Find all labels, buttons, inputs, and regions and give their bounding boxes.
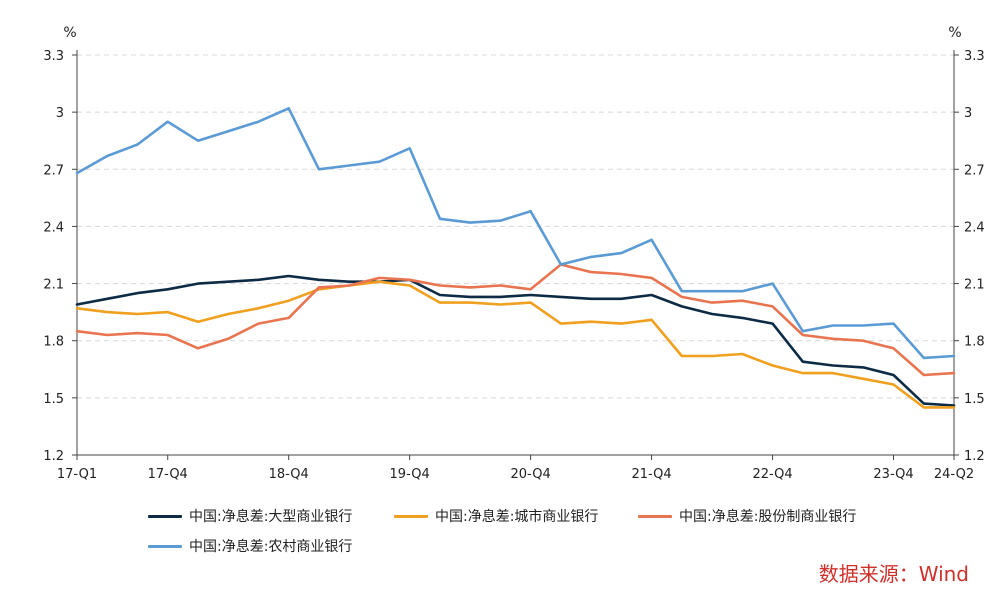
- y-tick-label-left: 3.3: [43, 49, 64, 64]
- y-tick-label-right: 1.8: [964, 335, 985, 350]
- y-tick-label-left: 1.2: [43, 449, 64, 464]
- y-axis-right-ticks: 1.2 1.5 1.8 2.1 2.4 2.7 3 3.3: [954, 49, 985, 464]
- y-tick-label-right: 2.4: [964, 220, 985, 235]
- y-tick-label-right: 2.7: [964, 163, 985, 178]
- legend-swatch: [148, 514, 182, 518]
- series-lines: [75, 107, 956, 409]
- y-tick-label-right: 1.5: [964, 392, 985, 407]
- legend-label: 中国:净息差:股份制商业银行: [679, 509, 857, 525]
- grid-lines: [77, 54, 954, 399]
- source-note: 数据来源：Wind: [818, 562, 969, 586]
- legend-label: 中国:净息差:城市商业银行: [435, 509, 599, 525]
- y-tick-label-left: 2.1: [43, 278, 64, 293]
- y-tick-label-left: 2.4: [43, 220, 64, 235]
- x-tick-label: 21-Q4: [631, 467, 671, 482]
- x-tick-label: 20-Q4: [511, 467, 551, 482]
- legend-label: 中国:净息差:农村商业银行: [189, 539, 353, 555]
- line-chart: 1.2 1.5 1.8 2.1 2.4 2.7 3 3.3 1.2 1.5 1.8 2.1 2.4 2.…: [43, 25, 985, 482]
- series-line-3: [75, 107, 956, 360]
- y-tick-label-left: 1.5: [43, 392, 64, 407]
- y-axis-left-unit: %: [63, 25, 76, 41]
- legend-item-joint-stock-banks: 中国:净息差:股份制商业银行: [638, 506, 856, 526]
- x-tick-label: 22-Q4: [752, 467, 792, 482]
- x-tick-label: 24-Q2: [934, 467, 974, 482]
- y-tick-label-left: 2.7: [43, 163, 64, 178]
- legend-swatch: [148, 544, 182, 548]
- x-tick-label: 17-Q4: [148, 467, 188, 482]
- x-tick-label: 17-Q1: [57, 467, 97, 482]
- axes: [76, 50, 955, 456]
- series-line-0: [75, 274, 956, 407]
- y-tick-label-left: 3: [56, 106, 64, 121]
- legend-item-rural-banks: 中国:净息差:农村商业银行: [148, 536, 352, 556]
- x-tick-label: 23-Q4: [873, 467, 913, 482]
- series-line-1: [75, 280, 956, 409]
- y-tick-label-right: 2.1: [964, 278, 985, 293]
- legend-swatch: [394, 514, 428, 518]
- legend-label: 中国:净息差:大型商业银行: [189, 509, 353, 525]
- x-axis-ticks: 17-Q1 17-Q4 18-Q4 19-Q4 20-Q4 21-Q4 22-Q4 23-Q4…: [57, 455, 974, 482]
- x-tick-label: 18-Q4: [269, 467, 309, 482]
- y-axis-left-ticks: 1.2 1.5 1.8 2.1 2.4 2.7 3 3.3: [43, 49, 77, 464]
- x-tick-label: 19-Q4: [390, 467, 430, 482]
- y-axis-right-unit: %: [948, 25, 961, 41]
- y-tick-label-right: 3: [964, 106, 972, 121]
- legend-swatch: [638, 514, 672, 518]
- legend-item-large-banks: 中国:净息差:大型商业银行: [148, 506, 352, 526]
- y-tick-label-right: 1.2: [964, 449, 985, 464]
- y-tick-label-right: 3.3: [964, 49, 985, 64]
- series-line-2: [75, 263, 956, 377]
- legend-item-city-banks: 中国:净息差:城市商业银行: [394, 506, 598, 526]
- y-tick-label-left: 1.8: [43, 335, 64, 350]
